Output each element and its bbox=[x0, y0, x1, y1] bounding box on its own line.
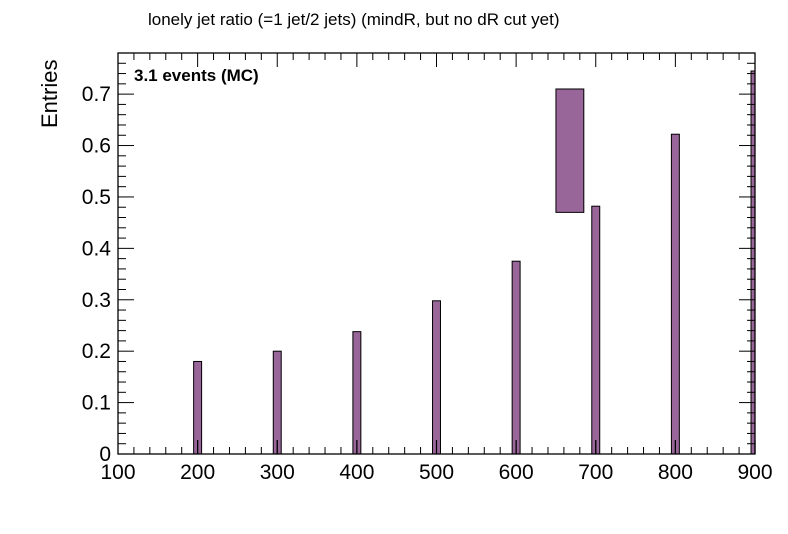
events-annotation: 3.1 events (MC) bbox=[134, 66, 259, 85]
x-tick-label-1: 200 bbox=[180, 461, 215, 484]
x-tick-label-8: 900 bbox=[737, 461, 772, 484]
bar-6 bbox=[670, 133, 680, 455]
bar-2 bbox=[352, 331, 362, 455]
stat-box bbox=[555, 88, 585, 213]
y-tick-label-2: 0.2 bbox=[82, 340, 111, 363]
x-tick-label-5: 600 bbox=[499, 461, 534, 484]
y-tick-label-3: 0.3 bbox=[82, 289, 111, 312]
x-tick-label-6: 700 bbox=[578, 461, 613, 484]
y-tick-label-5: 0.5 bbox=[82, 186, 111, 209]
y-tick-label-4: 0.4 bbox=[82, 237, 112, 260]
y-tick-label-7: 0.7 bbox=[82, 83, 111, 106]
bar-5 bbox=[591, 205, 601, 455]
y-tick-label-0: 0 bbox=[99, 443, 111, 466]
box-group bbox=[555, 88, 585, 213]
x-tick-label-0: 100 bbox=[100, 461, 135, 484]
bar-1 bbox=[272, 350, 282, 455]
x-tick-label-4: 500 bbox=[419, 461, 454, 484]
x-tick-label-2: 300 bbox=[260, 461, 295, 484]
x-tick-label-3: 400 bbox=[339, 461, 374, 484]
bar-3 bbox=[432, 300, 441, 455]
x-tick-label-7: 800 bbox=[658, 461, 693, 484]
chart-title: lonely jet ratio (=1 jet/2 jets) (mindR,… bbox=[148, 10, 560, 29]
y-tick-label-1: 0.1 bbox=[82, 392, 111, 415]
y-axis-label: Entries bbox=[37, 60, 62, 128]
axes-group: 100 200 300 400 500 600 700 800 900 0 0.1 0.2 0.3 0.4… bbox=[82, 52, 773, 484]
plot-frame bbox=[117, 52, 756, 455]
bars-group bbox=[193, 70, 756, 455]
y-tick-label-6: 0.6 bbox=[82, 135, 111, 158]
bar-4 bbox=[511, 260, 521, 455]
